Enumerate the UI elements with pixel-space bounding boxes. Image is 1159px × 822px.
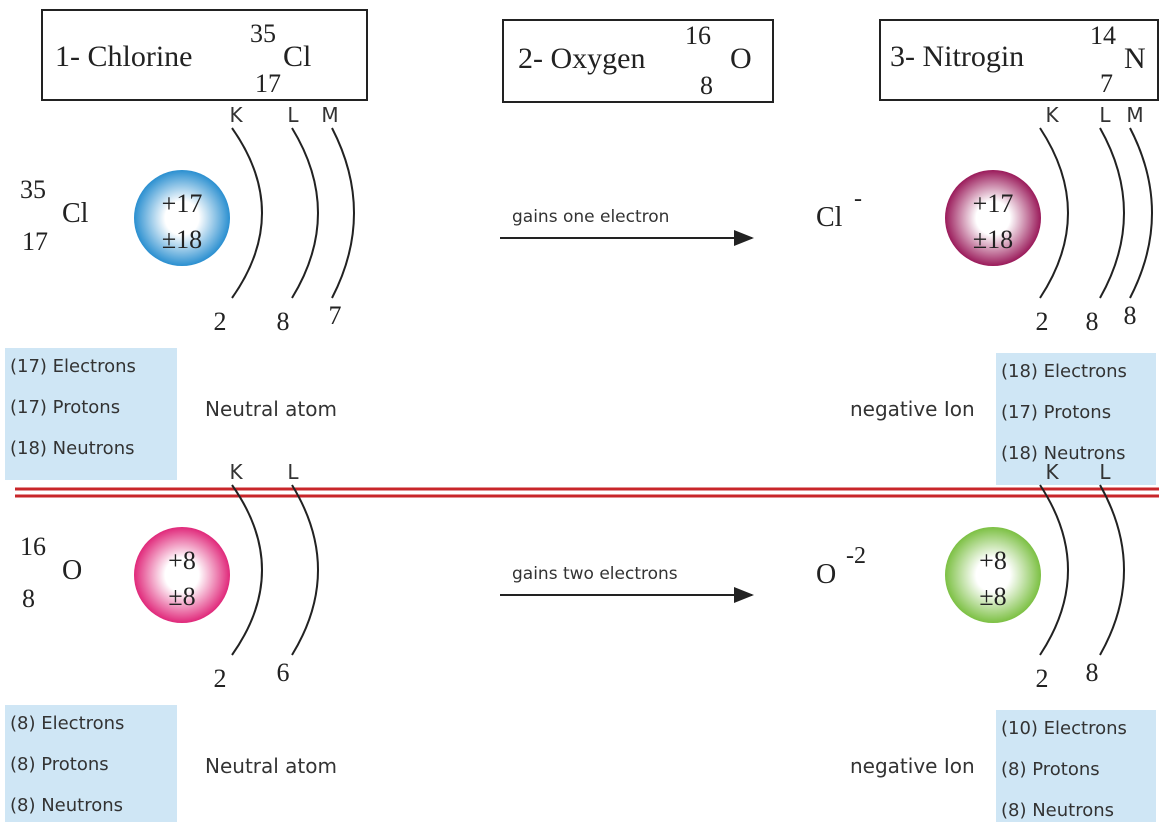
particle-count: (10) Electrons — [1001, 718, 1127, 739]
nucleus-protons: +8 — [979, 546, 1007, 575]
nucleus-protons: +17 — [162, 189, 203, 218]
particle-count: (8) Neutrons — [10, 795, 123, 816]
electron-count: 2 — [214, 307, 227, 336]
shell-label: K — [229, 460, 243, 484]
electron-count: 7 — [329, 301, 342, 330]
atom-state: negative Ion — [850, 754, 975, 778]
shell-label: M — [1126, 103, 1143, 127]
shell-label: L — [1099, 460, 1111, 484]
header-label: 3- Nitrogin — [890, 40, 1024, 73]
ion-symbol: Cl — [816, 202, 843, 233]
shell-label: L — [287, 460, 299, 484]
shell — [1100, 485, 1124, 655]
ion-charge: - — [854, 186, 862, 212]
nucleus-neutrons: ±8 — [979, 582, 1006, 611]
atomic-number: 17 — [255, 69, 281, 98]
shell-label: L — [1099, 103, 1111, 127]
element-symbol: Cl — [62, 198, 89, 229]
arrow-label: gains one electron — [512, 207, 669, 227]
nucleus-neutrons: ±8 — [168, 582, 195, 611]
atomic-number: 7 — [1100, 69, 1113, 98]
particle-count: (8) Protons — [10, 754, 109, 775]
particle-count: (8) Protons — [1001, 759, 1100, 780]
shell-label: K — [1045, 460, 1059, 484]
ion-charge: -2 — [846, 543, 866, 569]
electron-count: 8 — [1086, 658, 1099, 687]
atom-state: Neutral atom — [205, 397, 337, 421]
atom-state: negative Ion — [850, 397, 975, 421]
mass-number: 35 — [20, 175, 46, 204]
electron-count: 2 — [214, 664, 227, 693]
atomic-number: 8 — [700, 71, 713, 100]
shell — [1100, 128, 1124, 298]
diagram: 1- Chlorine35Cl172- Oxygen16O83- Nitrogi… — [0, 0, 1159, 822]
electron-count: 6 — [277, 658, 290, 687]
particle-count: (17) Protons — [10, 397, 120, 418]
element-symbol: Cl — [283, 40, 311, 73]
nucleus-protons: +8 — [168, 546, 196, 575]
electron-count: 8 — [1124, 301, 1137, 330]
shell-label: L — [287, 103, 299, 127]
atom-state: Neutral atom — [205, 754, 337, 778]
mass-number: 14 — [1090, 21, 1116, 50]
header-label: 2- Oxygen — [518, 42, 645, 75]
nucleus-neutrons: ±18 — [973, 225, 1013, 254]
header-label: 1- Chlorine — [55, 40, 192, 73]
atomic-number: 8 — [22, 584, 35, 613]
electron-count: 2 — [1036, 307, 1049, 336]
shell-label: K — [1045, 103, 1059, 127]
particle-count: (17) Electrons — [10, 356, 136, 377]
shell — [1040, 128, 1068, 298]
particle-count: (8) Neutrons — [1001, 800, 1114, 821]
electron-count: 8 — [277, 307, 290, 336]
electron-count: 8 — [1086, 307, 1099, 336]
particle-count: (8) Electrons — [10, 713, 124, 734]
particle-count: (18) Neutrons — [10, 438, 134, 459]
shell — [292, 128, 318, 298]
atomic-number: 17 — [22, 227, 48, 256]
particle-count: (18) Electrons — [1001, 361, 1127, 382]
electron-count: 2 — [1036, 664, 1049, 693]
shell — [1040, 485, 1068, 655]
shell — [232, 485, 262, 655]
shell — [1130, 128, 1152, 298]
mass-number: 16 — [20, 532, 46, 561]
arrow-label: gains two electrons — [512, 564, 678, 584]
mass-number: 16 — [685, 21, 711, 50]
particle-count: (17) Protons — [1001, 402, 1111, 423]
element-symbol: N — [1124, 42, 1146, 75]
element-symbol: O — [730, 42, 752, 75]
ion-symbol: O — [816, 559, 836, 590]
mass-number: 35 — [250, 19, 276, 48]
nucleus-protons: +17 — [973, 189, 1014, 218]
nucleus-neutrons: ±18 — [162, 225, 202, 254]
shell — [332, 128, 354, 298]
shell-label: K — [229, 103, 243, 127]
shell — [292, 485, 318, 655]
shell — [232, 128, 262, 298]
element-symbol: O — [62, 555, 82, 586]
shell-label: M — [321, 103, 338, 127]
